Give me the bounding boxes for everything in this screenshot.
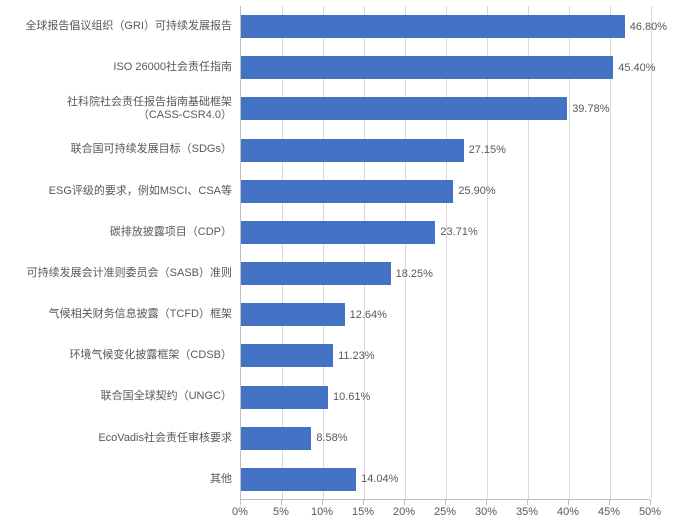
gridline xyxy=(405,6,406,499)
bar xyxy=(241,139,464,162)
gridline xyxy=(528,6,529,499)
value-label: 39.78% xyxy=(572,97,609,120)
bar xyxy=(241,180,453,203)
x-tick-mark xyxy=(322,500,323,505)
category-label: 联合国全球契约（UNGC） xyxy=(0,377,232,418)
x-tick-mark xyxy=(609,500,610,505)
x-tick-mark xyxy=(404,500,405,505)
x-tick-mark xyxy=(527,500,528,505)
plot-area xyxy=(240,6,650,500)
value-label: 14.04% xyxy=(361,468,398,491)
category-label: ISO 26000社会责任指南 xyxy=(0,47,232,88)
value-label: 46.80% xyxy=(630,15,667,38)
x-tick-mark xyxy=(568,500,569,505)
x-tick-mark xyxy=(445,500,446,505)
value-label: 25.90% xyxy=(458,180,495,203)
value-label: 10.61% xyxy=(333,386,370,409)
category-label: 联合国可持续发展目标（SDGs） xyxy=(0,130,232,171)
x-tick-label: 5% xyxy=(273,506,289,518)
gridline xyxy=(610,6,611,499)
category-label: 可持续发展会计准则委员会（SASB）准则 xyxy=(0,253,232,294)
x-tick-mark xyxy=(486,500,487,505)
value-label: 18.25% xyxy=(396,262,433,285)
bar xyxy=(241,468,356,491)
x-tick-label: 15% xyxy=(352,506,374,518)
x-tick-mark xyxy=(650,500,651,505)
bar xyxy=(241,97,567,120)
bar xyxy=(241,262,391,285)
gridline xyxy=(282,6,283,499)
bar xyxy=(241,221,435,244)
x-tick-label: 25% xyxy=(434,506,456,518)
x-tick-label: 10% xyxy=(311,506,333,518)
bar xyxy=(241,427,311,450)
bar xyxy=(241,303,345,326)
x-tick-mark xyxy=(281,500,282,505)
category-label: 全球报告倡议组织（GRI）可持续发展报告 xyxy=(0,6,232,47)
category-label: 碳排放披露项目（CDP） xyxy=(0,212,232,253)
category-label: 其他 xyxy=(0,459,232,500)
value-label: 8.58% xyxy=(316,427,347,450)
category-label: 社科院社会责任报告指南基础框架 （CASS-CSR4.0） xyxy=(0,88,232,129)
bar xyxy=(241,386,328,409)
gridline xyxy=(487,6,488,499)
bar xyxy=(241,56,613,79)
x-tick-mark xyxy=(363,500,364,505)
esg-standards-bar-chart: 0% 5% 10% 15% 20% 25% 30% 35% 40% 45% 50% 46.80% 全球报… xyxy=(0,0,700,527)
category-label: 环境气候变化披露框架（CDSB） xyxy=(0,335,232,376)
value-label: 11.23% xyxy=(338,344,375,367)
value-label: 45.40% xyxy=(618,56,655,79)
value-label: 27.15% xyxy=(469,139,506,162)
x-tick-mark xyxy=(240,500,241,505)
category-label: ESG评级的要求，例如MSCI、CSA等 xyxy=(0,171,232,212)
value-label: 23.71% xyxy=(440,221,477,244)
value-label: 12.64% xyxy=(350,303,387,326)
x-tick-label: 50% xyxy=(639,506,661,518)
x-tick-label: 40% xyxy=(557,506,579,518)
gridline xyxy=(323,6,324,499)
x-tick-label: 0% xyxy=(232,506,248,518)
x-tick-label: 30% xyxy=(475,506,497,518)
category-label: 气候相关财务信息披露（TCFD）框架 xyxy=(0,294,232,335)
x-tick-label: 35% xyxy=(516,506,538,518)
bar xyxy=(241,344,333,367)
gridline xyxy=(364,6,365,499)
x-tick-label: 45% xyxy=(598,506,620,518)
gridline xyxy=(651,6,652,499)
gridline xyxy=(569,6,570,499)
category-label: EcoVadis社会责任审核要求 xyxy=(0,418,232,459)
gridline xyxy=(446,6,447,499)
x-tick-label: 20% xyxy=(393,506,415,518)
bar xyxy=(241,15,625,38)
